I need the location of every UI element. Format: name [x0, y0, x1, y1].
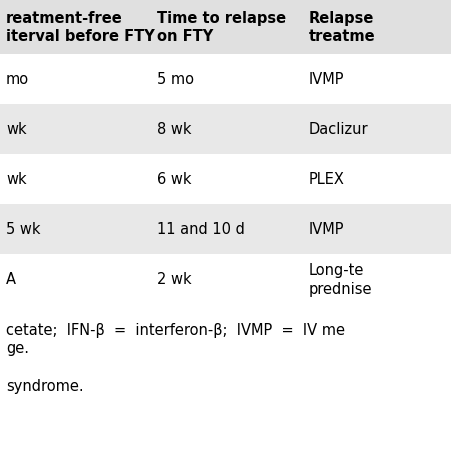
Text: reatment-free
iterval before FTY: reatment-free iterval before FTY	[6, 11, 154, 44]
Text: 5 wk: 5 wk	[6, 222, 41, 237]
Text: PLEX: PLEX	[308, 172, 344, 187]
Text: cetate;  IFN-β  =  interferon-β;  IVMP  =  IV me: cetate; IFN-β = interferon-β; IVMP = IV …	[6, 322, 344, 337]
Bar	[0, 105, 451, 155]
Text: Relapse
treatme: Relapse treatme	[308, 11, 375, 44]
Text: 2 wk: 2 wk	[157, 272, 192, 287]
Text: wk: wk	[6, 122, 27, 137]
Text: Time to relapse
on FTY: Time to relapse on FTY	[157, 11, 286, 44]
Text: wk: wk	[6, 172, 27, 187]
Bar	[0, 0, 451, 55]
Text: mo: mo	[6, 72, 29, 87]
Text: 8 wk: 8 wk	[157, 122, 192, 137]
Text: syndrome.: syndrome.	[6, 378, 83, 393]
Bar	[0, 155, 451, 205]
Text: 5 mo: 5 mo	[157, 72, 194, 87]
Text: Long-te
prednise: Long-te prednise	[308, 262, 372, 296]
Text: A: A	[6, 272, 16, 287]
Bar	[0, 254, 451, 304]
Text: IVMP: IVMP	[308, 222, 344, 237]
Text: Daclizur: Daclizur	[308, 122, 368, 137]
Text: ge.: ge.	[6, 340, 29, 355]
Text: 11 and 10 d: 11 and 10 d	[157, 222, 245, 237]
Bar	[0, 205, 451, 254]
Bar	[0, 55, 451, 105]
Text: IVMP: IVMP	[308, 72, 344, 87]
Text: 6 wk: 6 wk	[157, 172, 192, 187]
